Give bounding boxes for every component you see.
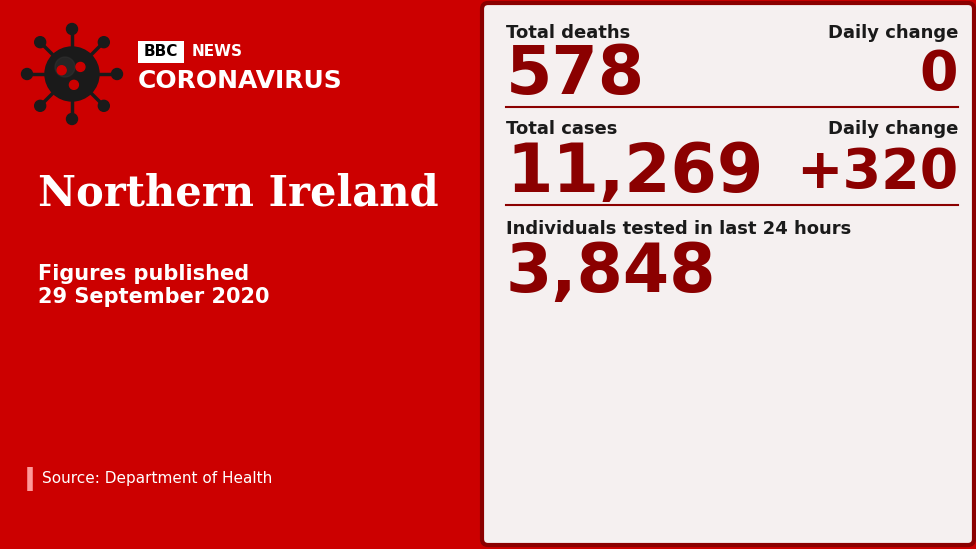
Text: Daily change: Daily change: [828, 24, 958, 42]
Text: 578: 578: [506, 42, 645, 108]
Circle shape: [35, 100, 46, 111]
Circle shape: [58, 66, 66, 75]
Circle shape: [99, 37, 109, 48]
Text: Figures published: Figures published: [38, 264, 249, 284]
Circle shape: [21, 69, 32, 80]
Text: 0: 0: [919, 48, 958, 102]
Circle shape: [66, 114, 77, 125]
Circle shape: [66, 24, 77, 35]
Text: 11,269: 11,269: [506, 140, 763, 206]
Text: 29 September 2020: 29 September 2020: [38, 287, 269, 307]
Text: Individuals tested in last 24 hours: Individuals tested in last 24 hours: [506, 220, 851, 238]
Text: NEWS: NEWS: [192, 44, 243, 59]
Circle shape: [55, 57, 75, 77]
Circle shape: [99, 100, 109, 111]
Text: BBC: BBC: [143, 44, 179, 59]
Text: Northern Ireland: Northern Ireland: [38, 173, 438, 215]
FancyBboxPatch shape: [482, 3, 974, 545]
Text: +320: +320: [795, 146, 958, 200]
Circle shape: [76, 63, 85, 71]
Circle shape: [35, 37, 46, 48]
FancyBboxPatch shape: [138, 41, 184, 63]
Circle shape: [69, 80, 78, 89]
Text: 3,848: 3,848: [506, 240, 716, 306]
Circle shape: [111, 69, 123, 80]
Circle shape: [45, 47, 99, 101]
Text: Total deaths: Total deaths: [506, 24, 630, 42]
Text: Daily change: Daily change: [828, 120, 958, 138]
Text: Source: Department of Health: Source: Department of Health: [42, 472, 272, 486]
Text: CORONAVIRUS: CORONAVIRUS: [138, 69, 343, 93]
Text: Total cases: Total cases: [506, 120, 618, 138]
